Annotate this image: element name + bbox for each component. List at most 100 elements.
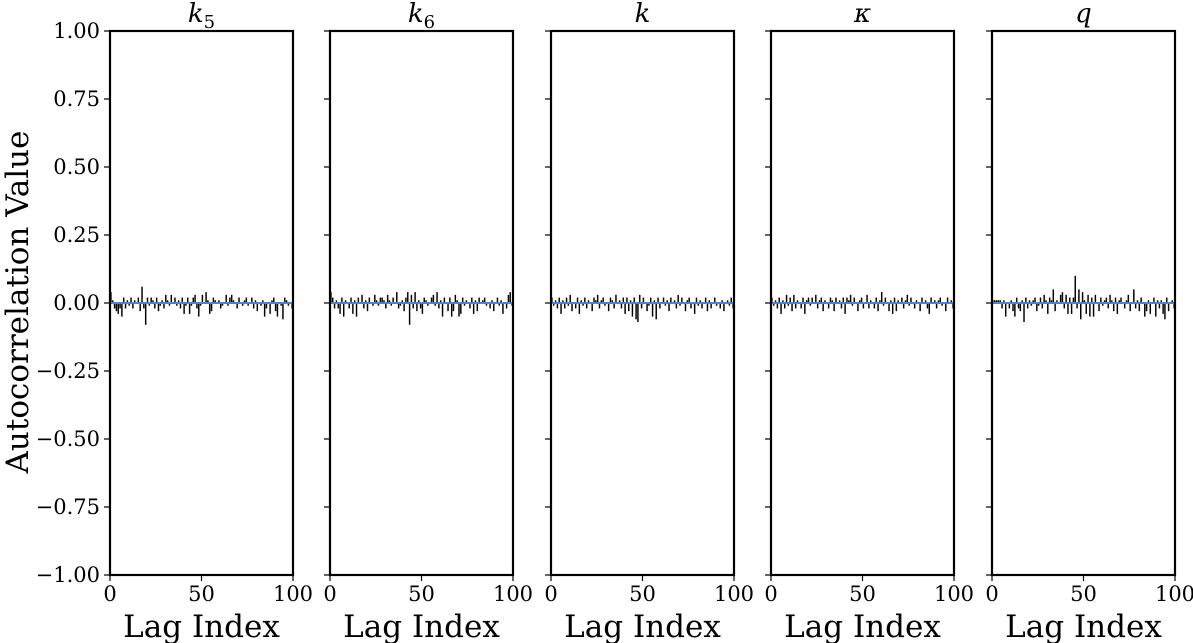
acf-bar xyxy=(339,303,341,314)
acf-bar xyxy=(122,297,125,303)
acf-bar xyxy=(241,303,244,306)
acf-bar xyxy=(631,303,634,317)
subplot-title: k xyxy=(635,0,651,29)
x-tick-label: 50 xyxy=(188,582,215,606)
acf-bar xyxy=(816,303,819,309)
acf-bar xyxy=(939,297,941,303)
acf-bar xyxy=(875,297,877,303)
acf-bar xyxy=(1001,303,1003,309)
acf-bar xyxy=(945,303,947,312)
x-tick-label: 0 xyxy=(323,582,336,606)
acf-bar xyxy=(254,300,257,303)
acf-bar xyxy=(1050,300,1053,303)
acf-bar xyxy=(851,303,854,306)
acf-bar xyxy=(485,303,488,306)
acf-bar xyxy=(174,297,176,303)
acf-bar xyxy=(159,303,162,306)
acf-bar xyxy=(1147,300,1150,303)
acf-bar xyxy=(995,300,998,303)
acf-bar xyxy=(190,303,193,306)
acf-bar xyxy=(690,303,692,309)
acf-bar xyxy=(483,297,486,303)
acf-bar xyxy=(895,303,898,312)
acf-bar xyxy=(460,303,462,314)
acf-bar xyxy=(701,303,703,309)
acf-bar xyxy=(681,297,683,303)
acf-bar xyxy=(602,297,604,303)
acf-bar xyxy=(774,300,777,303)
acf-bar xyxy=(408,303,411,325)
acf-bar xyxy=(1145,303,1148,312)
acf-bar xyxy=(418,300,420,303)
acf-bar xyxy=(598,303,601,309)
acf-bar xyxy=(587,300,590,303)
acf-bar xyxy=(1162,303,1164,314)
acf-bar xyxy=(1021,300,1023,303)
acf-bar xyxy=(1112,303,1115,312)
acf-bar xyxy=(383,300,385,303)
acf-bar xyxy=(780,303,782,314)
acf-bar xyxy=(578,303,581,314)
acf-bar xyxy=(410,294,413,303)
x-axis-label: Lag Index xyxy=(1005,609,1162,643)
acf-bar xyxy=(227,303,229,306)
acf-bar xyxy=(868,303,870,309)
y-tick-label: 0.00 xyxy=(53,291,100,315)
acf-bar xyxy=(273,297,275,303)
acf-bar xyxy=(335,300,338,303)
acf-bar xyxy=(686,300,689,303)
acf-bar xyxy=(565,297,568,303)
acf-bar xyxy=(198,303,200,317)
acf-bar xyxy=(714,297,716,303)
acf-bar xyxy=(704,297,707,303)
acf-bar xyxy=(1074,275,1076,303)
acf-bar xyxy=(1067,303,1069,314)
x-tick-label: 0 xyxy=(103,582,116,606)
acf-bar xyxy=(456,300,458,303)
acf-bar xyxy=(662,297,665,303)
acf-bar xyxy=(1034,297,1036,303)
acf-bar xyxy=(1048,297,1051,303)
acf-bar xyxy=(921,297,923,303)
acf-bar xyxy=(482,300,484,303)
acf-bar xyxy=(1100,297,1102,303)
acf-bar xyxy=(144,303,147,325)
acf-bar xyxy=(809,303,812,306)
acf-bar xyxy=(1092,303,1095,317)
acf-bar xyxy=(870,300,872,303)
acf-bar xyxy=(1089,303,1091,317)
acf-bar xyxy=(143,303,145,309)
acf-bar xyxy=(596,294,599,303)
acf-bar xyxy=(1043,294,1045,303)
acf-bar xyxy=(574,303,577,309)
acf-bar xyxy=(571,303,573,312)
acf-bar xyxy=(463,303,466,306)
acf-bar xyxy=(1014,303,1016,317)
acf-bar xyxy=(646,303,648,312)
acf-bar xyxy=(165,294,167,303)
acf-bar xyxy=(1120,297,1122,303)
acf-bar xyxy=(126,300,129,303)
acf-bar xyxy=(474,300,477,303)
x-tick-label: 0 xyxy=(985,582,998,606)
acf-bar xyxy=(677,294,679,303)
acf-bar xyxy=(1032,300,1034,303)
acf-bar xyxy=(695,297,698,303)
acf-bar xyxy=(901,297,903,303)
acf-bar xyxy=(1054,303,1056,312)
acf-bar xyxy=(363,303,365,309)
acf-bar xyxy=(860,297,863,303)
acf-bar xyxy=(438,303,440,309)
acf-bar xyxy=(1076,303,1078,309)
acf-bar xyxy=(251,297,253,303)
acf-bar xyxy=(1103,300,1106,303)
acf-bar xyxy=(651,303,654,317)
acf-bar xyxy=(888,303,890,312)
acf-bar xyxy=(791,303,793,312)
acf-bar xyxy=(262,300,264,303)
acf-bar xyxy=(835,297,837,303)
y-tick-label: −1.00 xyxy=(36,563,100,587)
acf-bar xyxy=(276,303,279,317)
acf-bar xyxy=(176,303,178,306)
acf-bar xyxy=(582,303,584,306)
